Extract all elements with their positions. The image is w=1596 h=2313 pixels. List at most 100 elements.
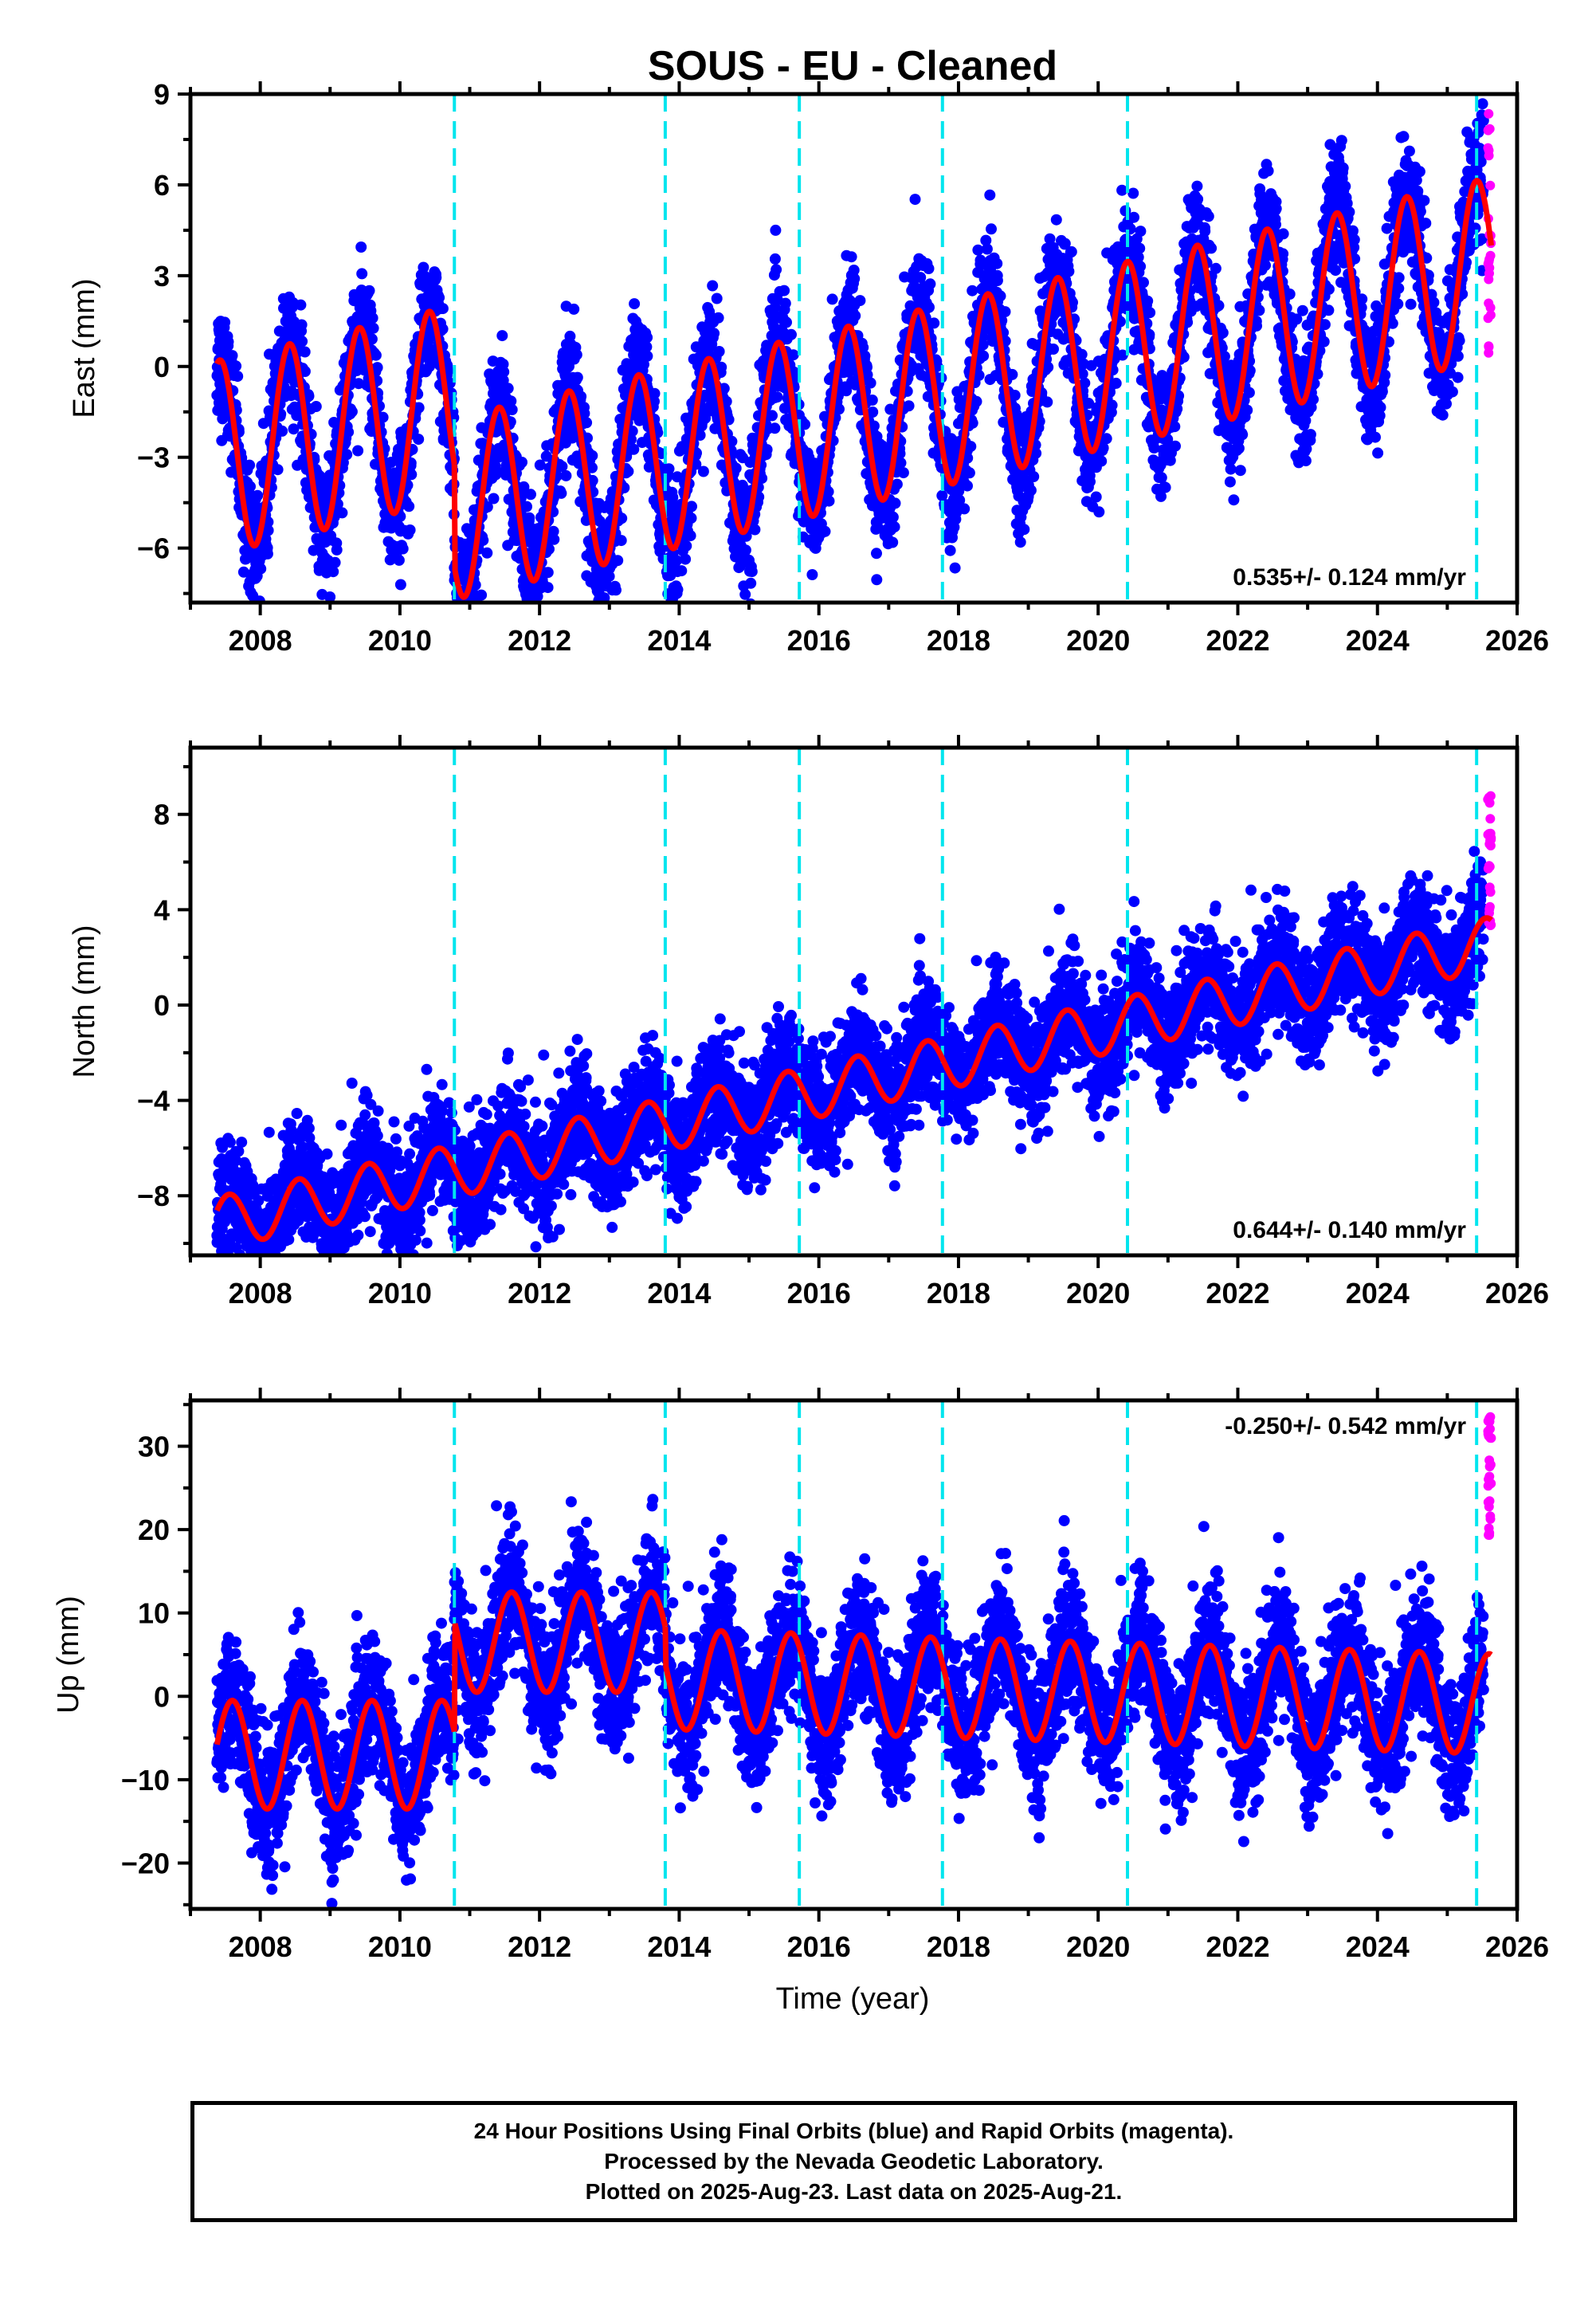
panels-group: 2008 2010 2012 2014 2016 2018 2020 2022 2024 2026… <box>52 78 1549 1963</box>
final-point <box>965 441 977 453</box>
final-point <box>521 501 532 512</box>
final-point <box>994 290 1006 302</box>
final-point <box>413 402 425 414</box>
final-point <box>867 406 879 418</box>
final-point <box>1159 481 1171 493</box>
final-point <box>331 544 343 556</box>
final-point <box>385 457 397 468</box>
final-point <box>232 371 244 383</box>
final-point <box>568 303 580 315</box>
final-point <box>977 339 989 351</box>
final-point <box>610 584 622 596</box>
final-point <box>716 361 727 373</box>
final-point <box>1199 226 1211 237</box>
final-point <box>542 567 554 579</box>
final-point <box>854 295 866 307</box>
final-point <box>458 606 469 617</box>
final-point <box>641 341 653 353</box>
final-point <box>1079 377 1091 389</box>
final-point <box>644 452 655 464</box>
final-point <box>310 401 322 412</box>
final-point <box>1135 226 1147 238</box>
final-point <box>845 251 857 263</box>
final-point <box>787 349 799 361</box>
final-point <box>1025 485 1037 497</box>
final-point <box>341 449 353 461</box>
final-point <box>622 465 634 477</box>
final-point <box>394 579 406 591</box>
final-point <box>586 450 598 461</box>
final-point <box>481 547 493 559</box>
final-point <box>1210 262 1222 274</box>
final-point <box>841 385 853 397</box>
final-point <box>327 566 339 578</box>
final-point <box>868 420 880 432</box>
final-point <box>1206 242 1218 254</box>
final-point <box>849 310 861 322</box>
final-point <box>1143 328 1155 340</box>
final-point <box>363 285 375 296</box>
final-point <box>1009 390 1021 401</box>
final-point <box>367 312 378 324</box>
final-point <box>1076 368 1088 380</box>
final-point <box>453 631 465 642</box>
final-point <box>1134 242 1146 254</box>
east-plot-area <box>211 94 1496 652</box>
final-point <box>437 303 449 315</box>
final-point <box>871 548 882 560</box>
final-point <box>944 544 956 556</box>
final-point <box>1083 398 1095 409</box>
final-point <box>496 330 508 342</box>
final-point <box>455 613 466 624</box>
final-point <box>226 350 238 362</box>
final-point <box>1100 433 1112 445</box>
final-point <box>518 481 530 493</box>
final-point <box>672 583 684 595</box>
final-point <box>276 425 288 437</box>
final-point <box>296 319 308 331</box>
final-point <box>430 272 442 284</box>
final-point <box>377 411 389 423</box>
final-point <box>739 588 751 600</box>
final-point <box>1128 211 1139 223</box>
final-point <box>1048 344 1059 355</box>
final-point <box>465 610 476 621</box>
final-point <box>497 375 509 387</box>
final-point <box>680 540 692 552</box>
final-point <box>954 494 966 506</box>
final-point <box>230 360 242 372</box>
final-point <box>406 469 418 481</box>
final-point <box>641 350 653 362</box>
final-point <box>597 615 608 626</box>
final-point <box>1225 463 1237 475</box>
final-point <box>456 621 467 632</box>
final-point <box>502 383 514 395</box>
final-point <box>418 261 429 273</box>
final-point <box>769 422 781 434</box>
final-point <box>690 458 702 470</box>
final-point <box>676 565 688 577</box>
final-point <box>571 349 582 361</box>
final-point <box>491 465 503 477</box>
final-point <box>393 554 405 566</box>
final-point <box>1169 421 1181 433</box>
final-point <box>534 459 546 471</box>
final-point <box>1096 455 1108 467</box>
final-point <box>457 603 468 615</box>
final-point <box>384 554 396 566</box>
final-point <box>726 435 738 447</box>
final-point <box>222 336 234 348</box>
final-point <box>1253 304 1265 316</box>
final-point <box>971 395 982 407</box>
final-point <box>745 577 757 589</box>
final-point <box>556 461 568 473</box>
final-point <box>1059 238 1071 249</box>
final-point <box>1044 233 1056 245</box>
final-point <box>746 566 758 578</box>
final-point <box>981 243 993 255</box>
final-point <box>730 462 742 474</box>
final-point <box>713 346 725 357</box>
final-point <box>457 641 469 652</box>
final-point <box>542 582 554 594</box>
final-point <box>1228 494 1240 506</box>
